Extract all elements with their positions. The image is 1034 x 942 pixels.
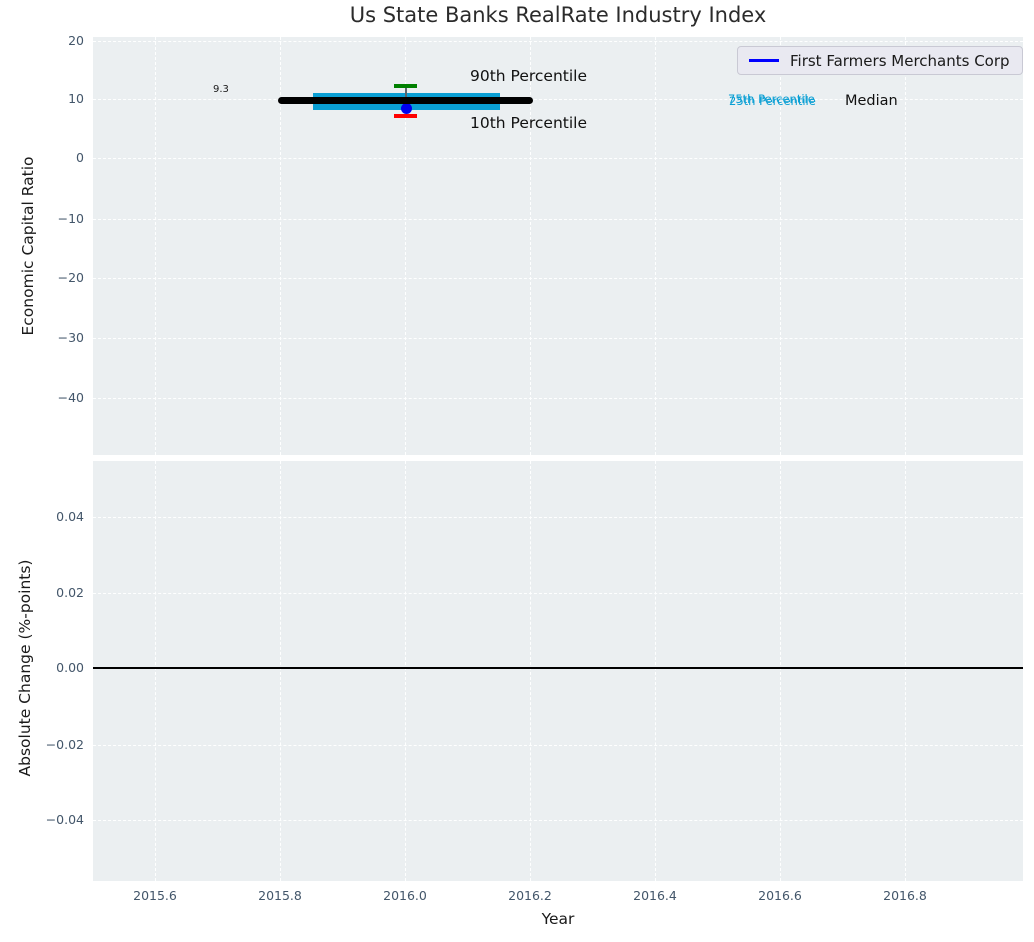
gridline-v — [280, 37, 281, 455]
p25-annotation: 25th Percentile — [729, 94, 816, 108]
top-axes: 9.3 90th Percentile 10th Percentile 75th… — [93, 37, 1023, 455]
gridline-h — [93, 99, 1023, 100]
ytick-label: 10 — [68, 91, 84, 106]
gridline-v — [905, 37, 906, 455]
p10-annotation: 10th Percentile — [470, 114, 588, 132]
xtick-label: 2016.6 — [758, 888, 802, 903]
ytick-label: 20 — [68, 33, 84, 48]
gridline-v — [655, 37, 656, 455]
gridline-v — [780, 37, 781, 455]
median-line-mark — [278, 97, 533, 104]
legend-line-sample — [749, 59, 779, 62]
ytick-label: −0.02 — [45, 737, 84, 752]
gridline-h — [93, 593, 1023, 594]
gridline-h — [93, 398, 1023, 399]
gridline-h — [93, 820, 1023, 821]
gridline-h — [93, 41, 1023, 42]
gridline-h — [93, 158, 1023, 159]
gridline-v — [905, 461, 906, 881]
p75-annotation: 75th Percentile — [728, 92, 815, 106]
ytick-label: −10 — [57, 211, 84, 226]
gridline-v — [155, 461, 156, 881]
gridline-v — [405, 461, 406, 881]
ytick-label: −0.04 — [45, 812, 84, 827]
gridline-h — [93, 517, 1023, 518]
median-value-annotation: 9.3 — [213, 84, 229, 95]
xtick-label: 2016.8 — [883, 888, 927, 903]
ytick-label: 0 — [76, 150, 84, 165]
p10-tick-mark — [394, 114, 417, 118]
xtick-label: 2016.0 — [383, 888, 427, 903]
bottom-ylabel: Absolute Change (%-points) — [16, 559, 34, 777]
gridline-v — [780, 461, 781, 881]
company-point-mark — [401, 103, 412, 114]
xlabel: Year — [541, 910, 575, 928]
legend-series-label: First Farmers Merchants Corp — [790, 51, 1010, 70]
ytick-label: −40 — [57, 390, 84, 405]
gridline-v — [280, 461, 281, 881]
top-ylabel: Economic Capital Ratio — [19, 156, 37, 336]
ytick-label: −30 — [57, 330, 84, 345]
p90-tick-mark — [394, 84, 417, 88]
gridline-h — [93, 219, 1023, 220]
xtick-label: 2016.4 — [633, 888, 677, 903]
gridline-v — [530, 461, 531, 881]
median-annotation: Median — [845, 93, 898, 109]
chart-title: Us State Banks RealRate Industry Index — [349, 3, 767, 27]
ytick-label: 0.02 — [56, 585, 84, 600]
bottom-axes — [93, 461, 1023, 881]
gridline-v — [405, 37, 406, 455]
p90-annotation: 90th Percentile — [470, 67, 588, 85]
zero-line-mark — [93, 667, 1023, 669]
ytick-label: 0.00 — [56, 660, 84, 675]
ytick-label: 0.04 — [56, 509, 84, 524]
xtick-label: 2015.8 — [258, 888, 302, 903]
gridline-h — [93, 338, 1023, 339]
gridline-v — [655, 461, 656, 881]
gridline-h — [93, 278, 1023, 279]
gridline-v — [530, 37, 531, 455]
xtick-label: 2016.2 — [508, 888, 552, 903]
xtick-label: 2015.6 — [133, 888, 177, 903]
gridline-v — [155, 37, 156, 455]
ytick-label: −20 — [57, 270, 84, 285]
gridline-h — [93, 745, 1023, 746]
legend: First Farmers Merchants Corp — [737, 46, 1023, 75]
